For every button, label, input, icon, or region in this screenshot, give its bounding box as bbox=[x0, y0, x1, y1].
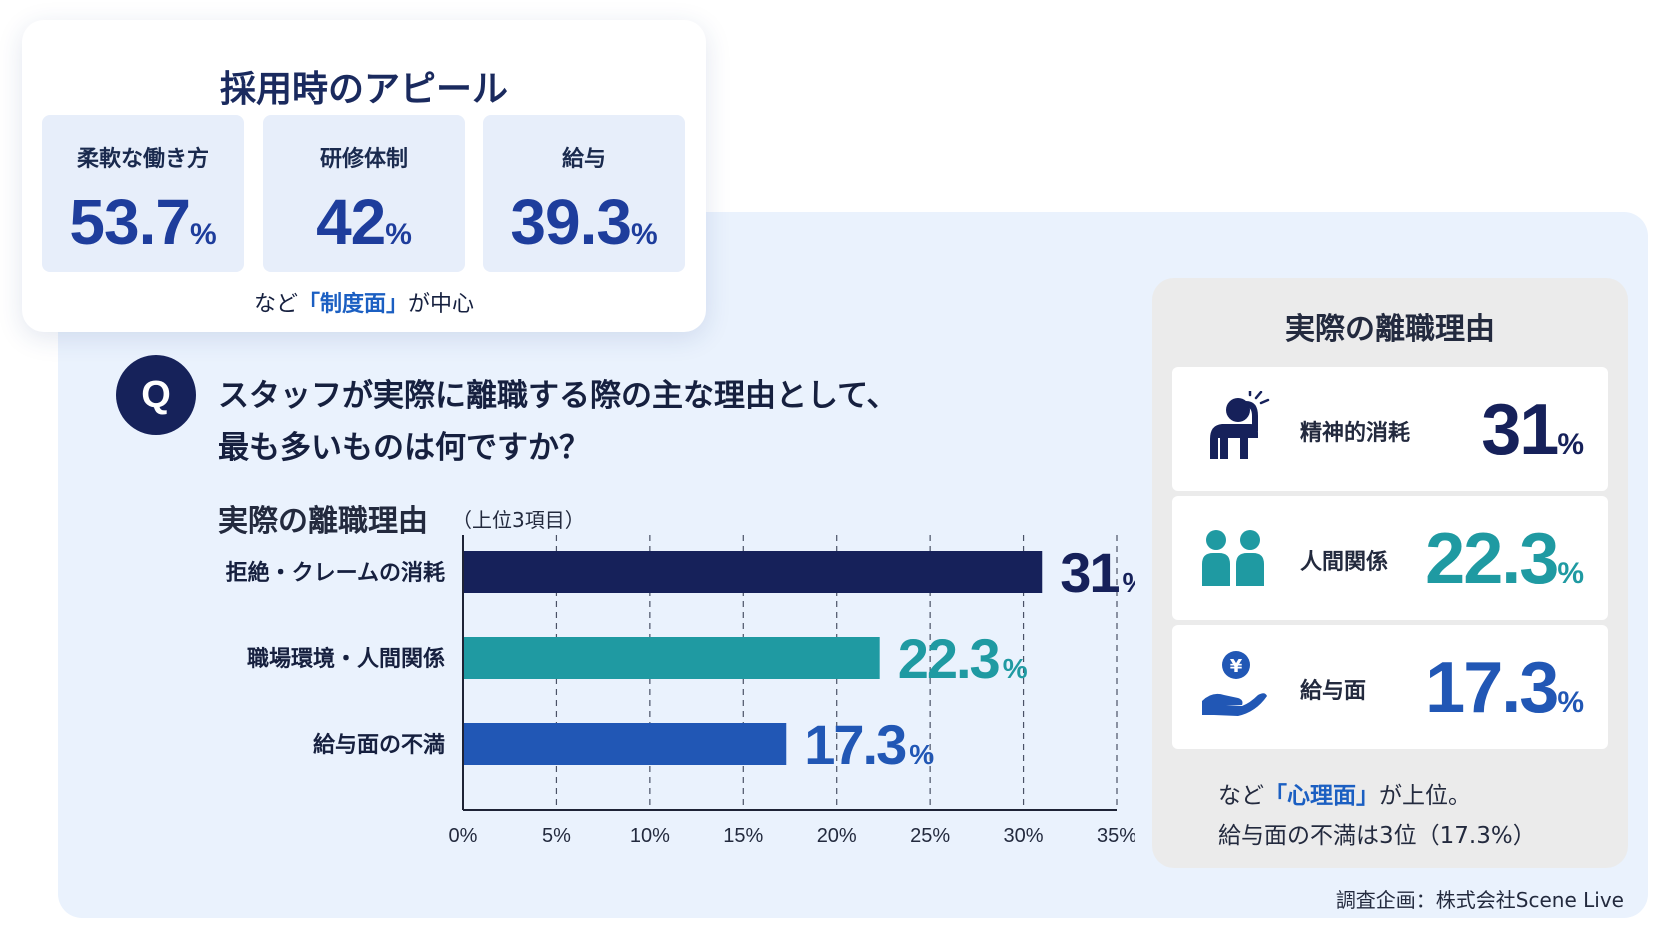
reason-value: 31% bbox=[1481, 390, 1584, 470]
question-line-2: 最も多いものは何ですか？ bbox=[218, 430, 590, 466]
category-label: 給与面の不満 bbox=[313, 732, 445, 758]
stat-box-salary: 給与 39.3% bbox=[483, 115, 685, 272]
reason-value: 17.3% bbox=[1425, 648, 1584, 728]
reason-label: 給与面 bbox=[1300, 679, 1367, 704]
x-tick-label: 30% bbox=[1004, 825, 1044, 847]
bar bbox=[464, 723, 787, 765]
reason-label: 人間関係 bbox=[1300, 550, 1389, 575]
reason-card-relationships: 人間関係 22.3% bbox=[1172, 496, 1608, 620]
stat-label: 給与 bbox=[561, 147, 606, 172]
appeal-card: 採用時のアピール 柔軟な働き方 53.7% 研修体制 42% 給与 39.3% … bbox=[22, 20, 706, 332]
reasons-title: 実際の離職理由 bbox=[1285, 312, 1495, 347]
reasons-note-line-1: など「心理面」が上位。 bbox=[1218, 783, 1471, 809]
two-people-icon bbox=[1202, 530, 1264, 586]
category-label: 職場環境・人間関係 bbox=[247, 646, 445, 672]
x-tick-label: 5% bbox=[542, 825, 571, 847]
reasons-panel: 実際の離職理由 精神的消耗 31% 人間関係 bbox=[1152, 278, 1628, 868]
reasons-note-line-2: 給与面の不満は3位（17.3%） bbox=[1218, 823, 1536, 849]
x-tick-label: 0% bbox=[449, 825, 478, 847]
stat-value: 39.3% bbox=[510, 186, 658, 258]
appeal-note: など「制度面」が中心 bbox=[253, 292, 475, 317]
data-label: 17.3% bbox=[804, 713, 934, 776]
appeal-title: 採用時のアピール bbox=[219, 69, 508, 110]
reason-card-salary: ¥ 給与面 17.3% bbox=[1172, 625, 1608, 749]
stat-value: 42% bbox=[316, 186, 412, 258]
chart-title: 実際の離職理由 bbox=[218, 504, 428, 539]
reasons-note: など「心理面」が上位。 給与面の不満は3位（17.3%） bbox=[1218, 776, 1536, 856]
bar bbox=[464, 551, 1043, 593]
stat-label: 柔軟な働き方 bbox=[76, 147, 209, 172]
svg-text:¥: ¥ bbox=[1230, 656, 1243, 677]
x-tick-label: 25% bbox=[910, 825, 950, 847]
reason-label: 精神的消耗 bbox=[1300, 421, 1411, 446]
bar bbox=[464, 637, 880, 679]
x-tick-label: 15% bbox=[723, 825, 763, 847]
chart-subtitle: （上位3項目） bbox=[452, 508, 585, 532]
stat-value: 53.7% bbox=[69, 186, 217, 258]
yen-hand-icon: ¥ bbox=[1202, 651, 1267, 716]
question-line-1: スタッフが実際に離職する際の主な理由として、 bbox=[218, 378, 898, 414]
data-label: 31% bbox=[1060, 541, 1135, 604]
stat-box-training: 研修体制 42% bbox=[263, 115, 465, 272]
category-label: 拒絶・クレームの消耗 bbox=[226, 560, 445, 586]
stressed-person-icon bbox=[1210, 391, 1270, 459]
bar-chart: 0% 5% 10% 15% 20% 25% 30% 35% 拒絶・クレームの消耗 31% 職場環境・… bbox=[226, 535, 1135, 847]
question-text: スタッフが実際に離職する際の主な理由として、 最も多いものは何ですか？ bbox=[218, 370, 898, 474]
stat-label: 研修体制 bbox=[319, 147, 408, 172]
x-tick-label: 10% bbox=[630, 825, 670, 847]
stat-box-flexible-work: 柔軟な働き方 53.7% bbox=[42, 115, 244, 272]
question-badge: Q bbox=[116, 355, 196, 435]
data-label: 22.3% bbox=[898, 627, 1028, 690]
reason-card-mental: 精神的消耗 31% bbox=[1172, 367, 1608, 491]
credit: 調査企画：株式会社Scene Live bbox=[1335, 888, 1624, 912]
x-tick-label: 35% bbox=[1097, 825, 1135, 847]
x-tick-label: 20% bbox=[817, 825, 857, 847]
reason-value: 22.3% bbox=[1425, 519, 1584, 599]
